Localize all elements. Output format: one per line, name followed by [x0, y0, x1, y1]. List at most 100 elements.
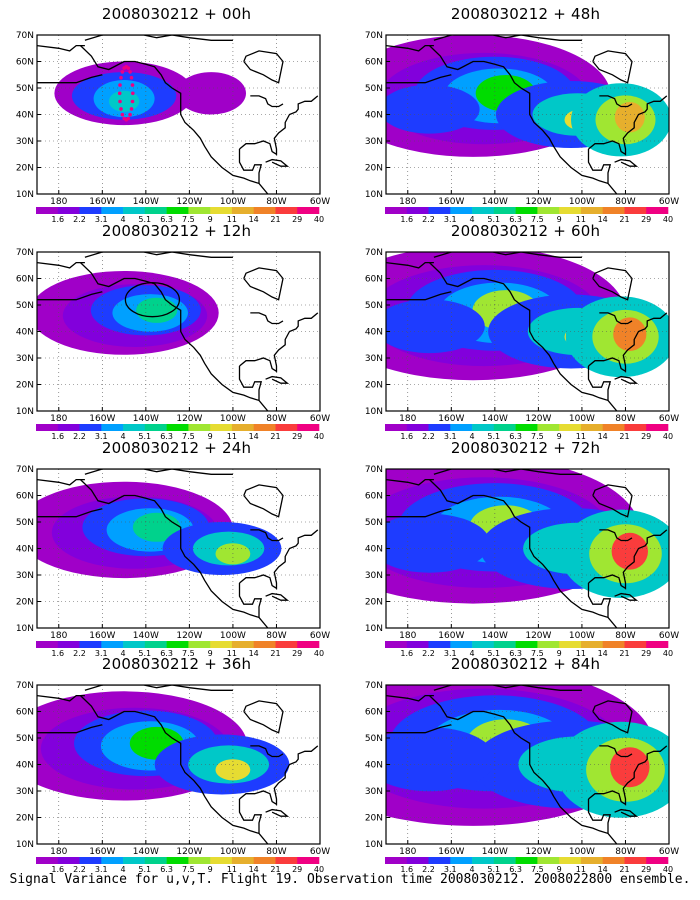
observation-point	[131, 91, 135, 96]
coastline	[588, 745, 668, 806]
coastline	[599, 312, 633, 325]
observation-point	[122, 66, 126, 70]
y-tick-label: 30N	[365, 354, 383, 364]
x-tick-label: 60W	[659, 414, 679, 424]
variance-region	[386, 84, 480, 134]
colorbar-label: 21	[619, 865, 629, 873]
map-panel: 2008030212 + 36h 10N 20N 30N 40N 50N 60N 70N 180…	[4, 655, 349, 873]
panel-title: 2008030212 + 60h	[450, 222, 601, 240]
colorbar-swatch	[101, 207, 124, 214]
x-tick-label: 140W	[133, 631, 159, 641]
coastline	[429, 45, 618, 194]
coastline	[614, 158, 639, 167]
colorbar-label: 2.2	[73, 649, 86, 657]
colorbar-label: 6.3	[509, 865, 522, 873]
x-tick-label: 120W	[176, 847, 202, 857]
y-tick-label: 70N	[16, 248, 34, 258]
colorbar-label: 6.3	[509, 215, 522, 223]
coastline	[37, 478, 85, 486]
x-tick-label: 160W	[438, 847, 464, 857]
coastline	[250, 95, 284, 108]
colorbar-label: 4	[121, 432, 126, 440]
colorbar-swatch	[385, 424, 408, 431]
y-tick-label: 70N	[16, 681, 34, 691]
colorbar-swatch	[602, 207, 625, 214]
x-tick-label: 160W	[89, 197, 115, 207]
coastline	[37, 44, 85, 52]
colorbar-swatch	[297, 207, 320, 214]
panel-title: 2008030212 + 36h	[101, 655, 252, 673]
colorbar-label: 4	[470, 432, 475, 440]
coastline	[84, 469, 233, 475]
map-panel: 2008030212 + 48h 10N 20N 30N 40N 50N 60N 70N 180…	[353, 5, 698, 223]
observation-point	[120, 70, 125, 74]
colorbar-swatch	[580, 207, 603, 214]
colorbar-swatch	[646, 424, 669, 431]
y-tick-label: 50N	[16, 84, 34, 94]
colorbar-swatch	[57, 641, 80, 648]
colorbar-swatch	[123, 641, 146, 648]
colorbar-swatch	[210, 207, 233, 214]
colorbar-label: 4	[470, 649, 475, 657]
colorbar-label: 14	[249, 432, 259, 440]
observation-point	[120, 112, 125, 117]
x-tick-label: 160W	[438, 631, 464, 641]
colorbar-label: 5.1	[487, 432, 500, 440]
variance-map: 10N 20N 30N 40N 50N 60N 70N 180 160W 140W 120W 100W…	[16, 248, 330, 440]
x-tick-label: 160W	[89, 631, 115, 641]
colorbar-label: 3.1	[444, 865, 457, 873]
y-tick-label: 40N	[365, 761, 383, 771]
colorbar-label: 11	[227, 865, 237, 873]
colorbar-swatch	[624, 857, 647, 864]
colorbar-label: 6.3	[160, 432, 173, 440]
coastline	[239, 312, 319, 373]
coastline	[265, 592, 290, 601]
y-tick-label: 60N	[365, 275, 383, 285]
x-tick-label: 100W	[569, 414, 595, 424]
colorbar-swatch	[36, 857, 59, 864]
coastline	[614, 592, 639, 601]
colorbar-label: 40	[314, 865, 324, 873]
y-tick-label: 10N	[16, 624, 34, 634]
colorbar-swatch	[123, 424, 146, 431]
x-tick-label: 120W	[525, 197, 551, 207]
coastline	[243, 700, 284, 734]
x-tick-label: 100W	[220, 631, 246, 641]
colorbar-swatch	[123, 857, 146, 864]
y-tick-label: 50N	[365, 301, 383, 311]
variance-region	[613, 317, 647, 351]
colorbar-label: 9	[557, 215, 562, 223]
y-tick-label: 50N	[16, 518, 34, 528]
coastline	[429, 695, 618, 844]
variance-map: 10N 20N 30N 40N 50N 60N 70N 180 160W 140W 120W 100W…	[16, 465, 330, 657]
coastline	[592, 267, 633, 301]
colorbar-label: 29	[641, 865, 651, 873]
colorbar-label: 40	[663, 432, 673, 440]
colorbar-label: 7.5	[182, 649, 195, 657]
variance-map: 10N 20N 30N 40N 50N 60N 70N 180 160W 140W 120W 100W…	[16, 681, 330, 873]
y-tick-label: 70N	[365, 31, 383, 41]
colorbar-label: 1.6	[400, 215, 413, 223]
coastline	[386, 508, 452, 518]
coastline	[84, 685, 233, 691]
colorbar-label: 7.5	[531, 649, 544, 657]
observation-point	[118, 83, 122, 87]
colorbar-swatch	[493, 207, 516, 214]
colorbar-label: 9	[557, 649, 562, 657]
x-tick-label: 80W	[615, 197, 635, 207]
colorbar-swatch	[385, 857, 408, 864]
colorbar-swatch	[101, 641, 124, 648]
x-tick-label: 180	[399, 414, 416, 424]
y-tick-label: 50N	[365, 84, 383, 94]
colorbar-swatch	[559, 641, 582, 648]
colorbar-swatch	[559, 207, 582, 214]
colorbar-swatch	[428, 641, 451, 648]
colorbar-swatch	[428, 857, 451, 864]
colorbar-label: 40	[314, 432, 324, 440]
coastline	[80, 479, 269, 628]
y-tick-label: 50N	[16, 734, 34, 744]
colorbar-label: 21	[619, 432, 629, 440]
colorbar-swatch	[406, 641, 429, 648]
colorbar-swatch	[624, 207, 647, 214]
colorbar-label: 5.1	[138, 865, 151, 873]
